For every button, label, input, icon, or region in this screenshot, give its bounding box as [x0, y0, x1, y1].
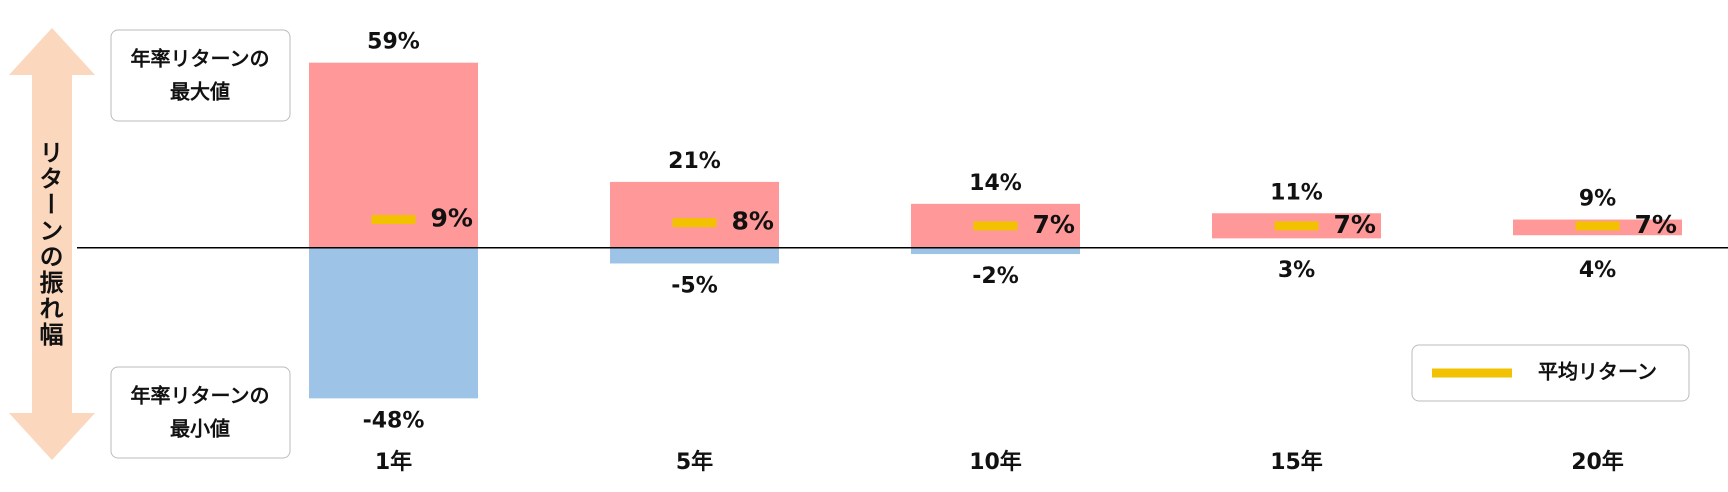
max-note-box — [110, 29, 291, 122]
max-label: 59% — [367, 30, 420, 55]
min-label: -2% — [972, 264, 1018, 289]
avg-label: 9% — [431, 204, 473, 233]
x-tick-label: 15年 — [1270, 449, 1323, 475]
min-note-box — [110, 366, 291, 459]
avg-label: 7% — [1334, 210, 1376, 239]
legend-box — [1411, 344, 1690, 402]
x-tick-label: 10年 — [969, 449, 1022, 475]
max-note: 年率リターンの — [131, 47, 270, 71]
min-bar — [610, 247, 779, 264]
max-label: 9% — [1579, 187, 1616, 212]
min-label: -48% — [363, 408, 425, 433]
min-note: 最小値 — [170, 417, 230, 441]
min-note: 年率リターンの — [131, 384, 270, 408]
avg-label: 7% — [1635, 210, 1677, 239]
avg-label: 8% — [732, 207, 774, 236]
min-label: 4% — [1579, 258, 1616, 283]
y-axis-label: リターンの振れ幅 — [35, 140, 63, 348]
max-label: 21% — [668, 149, 721, 174]
max-note: 最大値 — [170, 80, 230, 104]
min-label: -5% — [671, 273, 717, 298]
range-arrow — [9, 28, 95, 460]
max-label: 14% — [969, 171, 1022, 196]
min-label: 3% — [1278, 258, 1315, 283]
legend-label: 平均リターン — [1538, 360, 1657, 384]
min-bar — [309, 247, 478, 399]
max-bar — [610, 181, 779, 248]
x-tick-label: 20年 — [1571, 449, 1624, 475]
avg-label: 7% — [1033, 210, 1075, 239]
x-tick-label: 1年 — [375, 449, 412, 475]
min-bar — [911, 247, 1080, 255]
max-label: 11% — [1270, 180, 1323, 205]
x-tick-label: 5年 — [676, 449, 713, 475]
